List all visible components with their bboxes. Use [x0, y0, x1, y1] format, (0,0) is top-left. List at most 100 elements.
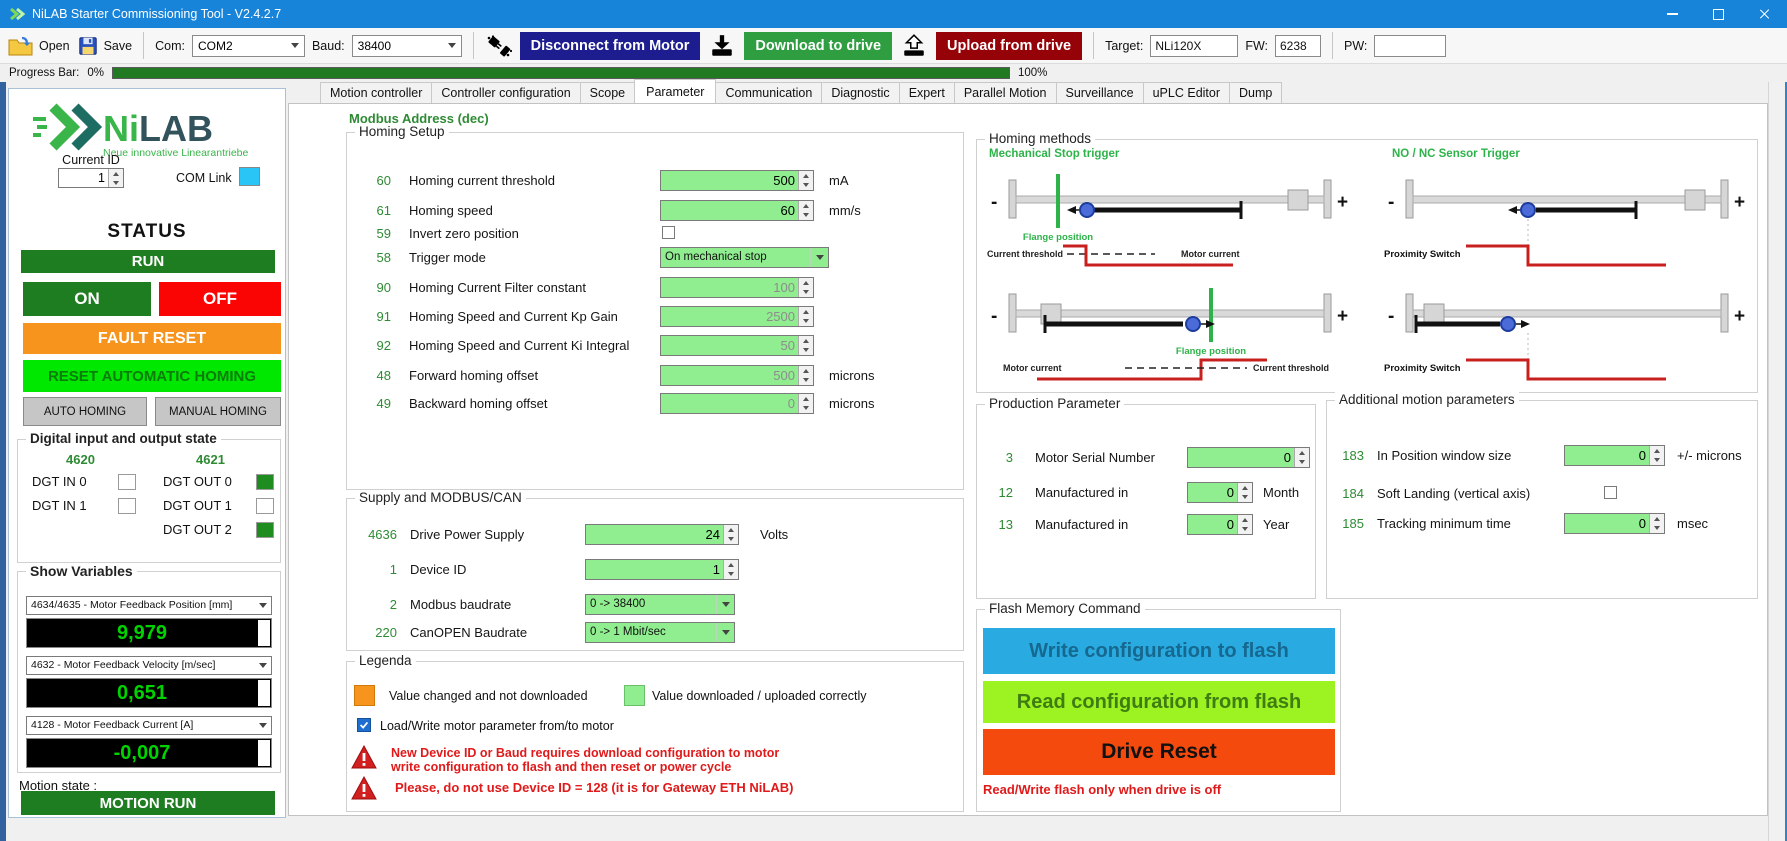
- tab-dump[interactable]: Dump: [1229, 82, 1283, 103]
- param-select[interactable]: 0 -> 38400: [585, 594, 735, 615]
- manual-homing-button[interactable]: MANUAL HOMING: [155, 397, 281, 426]
- legend-checkbox[interactable]: [357, 718, 371, 732]
- param-spinner[interactable]: 500: [660, 170, 814, 191]
- spinner-buttons[interactable]: [798, 278, 813, 297]
- spin-down-arrow[interactable]: [799, 181, 813, 191]
- param-spinner[interactable]: 60: [660, 200, 814, 221]
- param-spinner[interactable]: 0: [1564, 445, 1665, 466]
- spinner-buttons[interactable]: [1649, 446, 1664, 465]
- param-spinner[interactable]: 0: [1187, 482, 1253, 503]
- spin-up-arrow[interactable]: [799, 278, 813, 288]
- spin-up-arrow[interactable]: [1295, 448, 1309, 458]
- spin-down-arrow[interactable]: [799, 376, 813, 386]
- spin-up-arrow[interactable]: [799, 366, 813, 376]
- spin-up-arrow[interactable]: [1238, 515, 1252, 525]
- param-spinner[interactable]: 0: [1564, 513, 1665, 534]
- disconnect-button[interactable]: Disconnect from Motor: [519, 31, 701, 60]
- param-spinner[interactable]: 0: [1187, 447, 1310, 468]
- spin-down-arrow[interactable]: [724, 535, 738, 545]
- spin-up-arrow[interactable]: [1650, 514, 1664, 524]
- tab-surveillance[interactable]: Surveillance: [1055, 82, 1144, 103]
- spin-down-arrow[interactable]: [109, 178, 123, 187]
- param-checkbox[interactable]: [662, 226, 675, 239]
- spin-down-arrow[interactable]: [799, 346, 813, 356]
- fw-input[interactable]: [1275, 34, 1321, 57]
- tab-expert[interactable]: Expert: [898, 82, 955, 103]
- maximize-button[interactable]: [1695, 0, 1741, 28]
- fault-reset-button[interactable]: FAULT RESET: [23, 323, 281, 354]
- spin-down-arrow[interactable]: [724, 570, 738, 580]
- drive-reset-button[interactable]: Drive Reset: [983, 729, 1335, 775]
- spinner-buttons[interactable]: [798, 394, 813, 413]
- spinner-buttons[interactable]: [1237, 515, 1252, 534]
- spinner-buttons[interactable]: [723, 560, 738, 579]
- variable-select[interactable]: 4632 - Motor Feedback Velocity [m/sec]: [26, 656, 272, 675]
- spinner-buttons[interactable]: [1237, 483, 1252, 502]
- spin-down-arrow[interactable]: [1650, 456, 1664, 466]
- tab-uplc-editor[interactable]: uPLC Editor: [1142, 82, 1231, 103]
- current-id-stepper[interactable]: 1: [58, 168, 124, 188]
- spinner-buttons[interactable]: [108, 169, 123, 187]
- spinner-buttons[interactable]: [1294, 448, 1309, 467]
- spin-down-arrow[interactable]: [799, 211, 813, 221]
- open-button[interactable]: Open: [8, 35, 70, 57]
- spinner-buttons[interactable]: [798, 307, 813, 326]
- target-input[interactable]: [1150, 34, 1239, 57]
- com-select[interactable]: COM2: [191, 34, 305, 57]
- param-spinner[interactable]: 50: [660, 335, 814, 356]
- minimize-button[interactable]: [1649, 0, 1695, 28]
- download-button[interactable]: Download to drive: [744, 31, 893, 60]
- tab-scope[interactable]: Scope: [579, 82, 636, 103]
- tab-controller-configuration[interactable]: Controller configuration: [431, 82, 581, 103]
- param-select[interactable]: On mechanical stop: [660, 247, 829, 268]
- on-button[interactable]: ON: [23, 282, 151, 316]
- spin-up-arrow[interactable]: [724, 560, 738, 570]
- variable-select[interactable]: 4634/4635 - Motor Feedback Position [mm]: [26, 596, 272, 615]
- param-spinner[interactable]: 500: [660, 365, 814, 386]
- spin-down-arrow[interactable]: [799, 404, 813, 414]
- baud-select[interactable]: 38400: [351, 34, 462, 57]
- spinner-buttons[interactable]: [798, 171, 813, 190]
- write-flash-button[interactable]: Write configuration to flash: [983, 628, 1335, 674]
- param-checkbox[interactable]: [1604, 486, 1617, 499]
- param-spinner[interactable]: 0: [1187, 514, 1253, 535]
- reset-automatic-homing-button[interactable]: RESET AUTOMATIC HOMING: [23, 360, 281, 392]
- spin-up-arrow[interactable]: [799, 307, 813, 317]
- spin-up-arrow[interactable]: [109, 169, 123, 178]
- param-spinner[interactable]: 0: [660, 393, 814, 414]
- spin-up-arrow[interactable]: [799, 171, 813, 181]
- param-spinner[interactable]: 2500: [660, 306, 814, 327]
- spin-up-arrow[interactable]: [724, 525, 738, 535]
- close-button[interactable]: [1741, 0, 1787, 28]
- spinner-buttons[interactable]: [1649, 514, 1664, 533]
- read-flash-button[interactable]: Read configuration from flash: [983, 681, 1335, 723]
- spin-down-arrow[interactable]: [1238, 525, 1252, 535]
- spin-up-arrow[interactable]: [799, 394, 813, 404]
- param-spinner[interactable]: 100: [660, 277, 814, 298]
- spin-down-arrow[interactable]: [1295, 458, 1309, 468]
- tab-communication[interactable]: Communication: [715, 82, 823, 103]
- tab-parallel-motion[interactable]: Parallel Motion: [953, 82, 1057, 103]
- spinner-buttons[interactable]: [798, 336, 813, 355]
- variable-select[interactable]: 4128 - Motor Feedback Current [A]: [26, 716, 272, 735]
- spinner-buttons[interactable]: [798, 366, 813, 385]
- spin-up-arrow[interactable]: [1238, 483, 1252, 493]
- spin-up-arrow[interactable]: [799, 336, 813, 346]
- tab-diagnostic[interactable]: Diagnostic: [821, 82, 900, 103]
- spinner-buttons[interactable]: [723, 525, 738, 544]
- param-select[interactable]: 0 -> 1 Mbit/sec: [585, 622, 735, 643]
- spin-down-arrow[interactable]: [799, 317, 813, 327]
- save-button[interactable]: Save: [77, 35, 132, 57]
- spin-down-arrow[interactable]: [1650, 524, 1664, 534]
- tab-parameter[interactable]: Parameter: [634, 79, 717, 103]
- spin-down-arrow[interactable]: [799, 288, 813, 298]
- param-spinner[interactable]: 24: [585, 524, 739, 545]
- content-scrollbar[interactable]: [1768, 82, 1785, 841]
- tab-motion-controller[interactable]: Motion controller: [320, 82, 433, 103]
- off-button[interactable]: OFF: [159, 282, 281, 316]
- spin-up-arrow[interactable]: [799, 201, 813, 211]
- auto-homing-button[interactable]: AUTO HOMING: [23, 397, 147, 426]
- spin-down-arrow[interactable]: [1238, 493, 1252, 503]
- pw-input[interactable]: [1374, 34, 1447, 57]
- upload-button[interactable]: Upload from drive: [936, 31, 1083, 60]
